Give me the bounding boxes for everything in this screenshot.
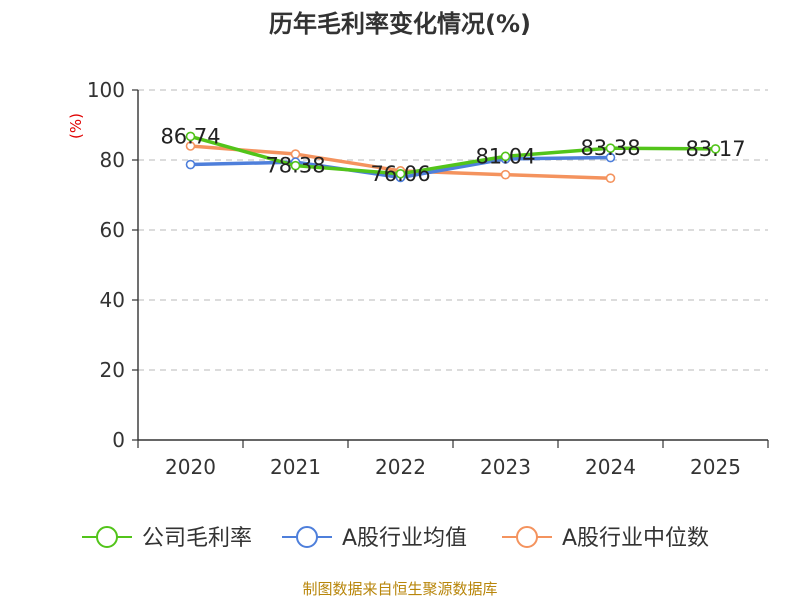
x-tick-label: 2024 (585, 455, 636, 479)
data-point (395, 168, 406, 179)
legend-marker (96, 526, 118, 548)
data-point (185, 131, 196, 142)
data-label: 81.04 (475, 144, 535, 168)
series-line (188, 134, 718, 176)
y-tick-label: 40 (100, 288, 125, 312)
y-tick-label: 20 (100, 358, 125, 382)
legend-marker (296, 526, 318, 548)
data-label: 76.06 (370, 162, 430, 186)
data-point (185, 159, 196, 170)
data-point (605, 143, 616, 153)
x-tick-label: 2023 (480, 455, 531, 479)
data-label: 83.38 (580, 136, 640, 160)
source-note: 制图数据来自恒生聚源数据库 (302, 580, 498, 598)
y-tick-label: 0 (112, 428, 125, 452)
y-tick-label: 80 (100, 148, 125, 172)
chart-title: 历年毛利率变化情况(%) (269, 10, 531, 38)
data-point (710, 144, 721, 154)
y-tick-label: 100 (87, 78, 125, 102)
legend-marker (516, 526, 538, 548)
data-point (605, 152, 616, 163)
y-axis-label: (%) (67, 113, 85, 139)
x-tick-label: 2025 (690, 455, 741, 479)
data-label: 78.38 (265, 154, 325, 178)
data-point (290, 160, 301, 171)
y-tick-label: 60 (100, 218, 125, 242)
x-tick-label: 2020 (165, 455, 216, 479)
legend-label: A股行业中位数 (562, 526, 709, 551)
data-label: 83.17 (685, 137, 745, 161)
x-tick-label: 2021 (270, 455, 321, 479)
legend-label: 公司毛利率 (142, 526, 252, 551)
data-label: 86.74 (160, 124, 220, 148)
data-point (185, 141, 196, 151)
x-tick-label: 2022 (375, 455, 426, 479)
data-point (500, 169, 511, 180)
data-point (500, 151, 511, 162)
data-point (605, 173, 616, 183)
legend-label: A股行业均值 (342, 526, 467, 551)
